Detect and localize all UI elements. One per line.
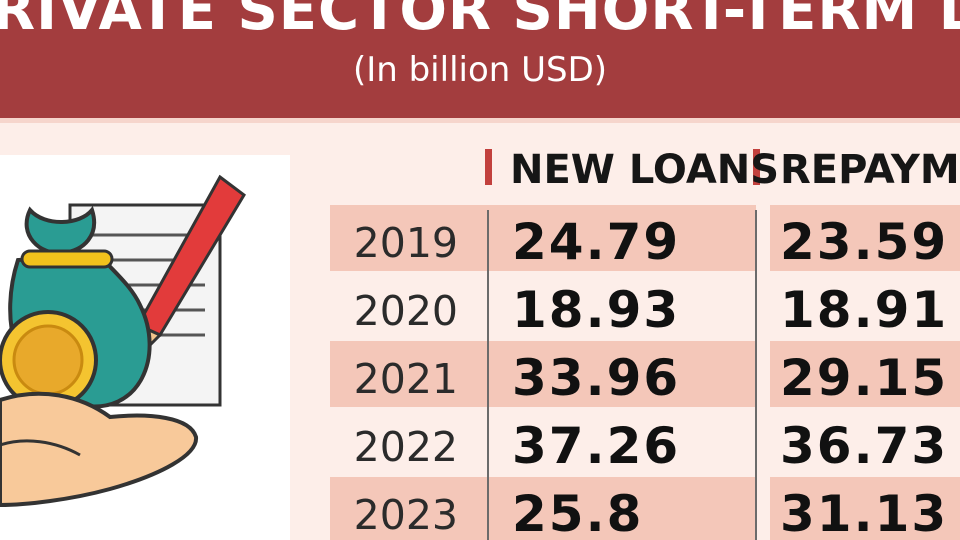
new-loans-value: 25.8 — [512, 485, 643, 540]
header-divider — [0, 118, 960, 123]
year-label: 2020 — [354, 287, 458, 335]
column-header: REPAYME — [780, 147, 960, 193]
repayment-value: 29.15 — [780, 349, 948, 407]
repayment-value: 23.59 — [780, 213, 948, 271]
row-band — [770, 341, 960, 407]
row-band — [330, 205, 756, 271]
repayment-value: 31.13 — [780, 485, 948, 540]
hand-icon — [0, 391, 198, 508]
repayment-value: 18.91 — [780, 281, 948, 339]
year-label: 2019 — [354, 219, 458, 267]
year-label: 2021 — [354, 355, 458, 403]
new-loans-value: 24.79 — [512, 213, 680, 271]
chart-title: RIVATE SECTOR SHORT-TERM LOA — [0, 0, 960, 43]
column-header: NEW LOANS — [510, 147, 779, 193]
header-banner: RIVATE SECTOR SHORT-TERM LOA (In billion… — [0, 0, 960, 118]
year-label: 2023 — [354, 491, 458, 539]
repayment-value: 36.73 — [780, 417, 948, 475]
new-loans-value: 18.93 — [512, 281, 680, 339]
new-loans-value: 33.96 — [512, 349, 680, 407]
header-separator — [485, 149, 492, 185]
row-band — [770, 205, 960, 271]
header-separator — [753, 149, 760, 185]
new-loans-value: 37.26 — [512, 417, 680, 475]
year-label: 2022 — [354, 423, 458, 471]
illustration-card — [0, 155, 290, 540]
row-band — [330, 477, 756, 540]
row-band — [330, 341, 756, 407]
loans-table: NEW LOANSREPAYME 2019 24.79 23.59 2020 18.93 1… — [330, 147, 960, 540]
chart-subtitle: (In billion USD) — [352, 50, 608, 90]
row-band — [770, 477, 960, 540]
illustration — [0, 174, 246, 508]
